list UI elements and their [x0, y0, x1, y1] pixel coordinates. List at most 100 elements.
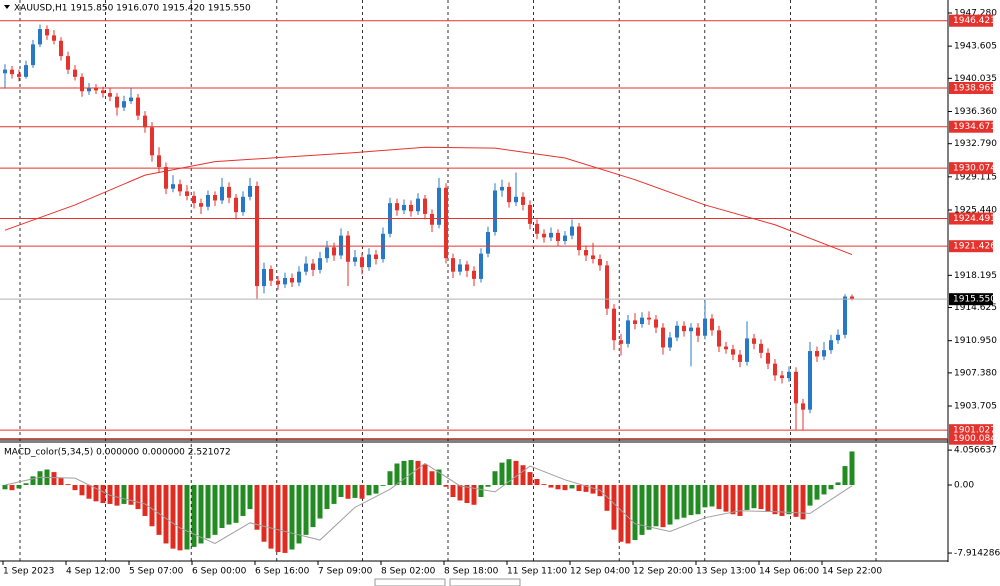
level-label: 1930.074 [953, 164, 996, 174]
candle-body [542, 233, 546, 238]
y-tick-label: 1918.195 [954, 271, 997, 281]
candle-body [724, 346, 728, 350]
candle-body [332, 247, 336, 256]
candle-body [710, 318, 714, 331]
level-label-box [949, 432, 993, 445]
tab[interactable] [374, 578, 446, 586]
candle-body [479, 253, 483, 279]
candle-body [752, 338, 756, 344]
candle-body [773, 363, 777, 376]
candle-body [822, 350, 826, 357]
macd-bar [527, 472, 533, 485]
candle-body [780, 375, 784, 379]
candle-body [521, 196, 525, 205]
x-tick-label: 12 Sep 20:00 [633, 567, 693, 577]
candle-body [661, 327, 665, 348]
tab[interactable] [449, 578, 521, 586]
candle-body [647, 317, 651, 320]
macd-bar [436, 469, 442, 485]
macd-bar [177, 484, 183, 551]
candle-body [598, 259, 602, 266]
macd-bar [296, 484, 302, 544]
candle-body [437, 187, 441, 225]
macd-bar [394, 463, 400, 485]
y-tick-label: 1936.360 [954, 107, 997, 117]
x-tick-label: 8 Sep 18:00 [444, 567, 499, 577]
macd-bar [471, 484, 477, 505]
x-tick-label: 6 Sep 00:00 [192, 567, 247, 577]
candle-body [24, 65, 28, 77]
macd-bar [191, 484, 197, 547]
x-tick-label: 8 Sep 02:00 [381, 567, 436, 577]
macd-bar [737, 484, 743, 516]
candle-body [129, 97, 133, 102]
y-tick-label: 1907.380 [954, 368, 997, 378]
macd-bar [352, 484, 358, 498]
x-tick-label: 11 Sep 11:00 [507, 567, 567, 577]
candle-body [444, 187, 448, 259]
level-label: 1934.671 [953, 122, 996, 132]
macd-bar [23, 483, 29, 485]
macd-bar [667, 484, 673, 525]
candle-body [717, 330, 721, 347]
candle-body [794, 371, 798, 404]
macd-bar [646, 484, 652, 530]
candle-body [430, 213, 434, 225]
macd-bar [65, 484, 71, 485]
candle-body [619, 340, 623, 344]
candle-body [689, 327, 693, 332]
macd-bar [520, 465, 526, 485]
macd-bar [16, 484, 22, 489]
macd-bar [401, 460, 407, 485]
y-tick-label: 1932.790 [954, 139, 997, 149]
x-tick-label: 5 Sep 07:00 [129, 567, 184, 577]
candle-body [640, 317, 644, 324]
macd-bar [604, 484, 610, 511]
candle-body [248, 185, 252, 197]
macd-bar [800, 484, 806, 520]
macd-bar [184, 484, 190, 550]
current-price-box [949, 293, 993, 306]
level-label: 1900.084 [953, 434, 996, 444]
candle-body [528, 204, 532, 224]
candle-body [626, 320, 630, 344]
macd-bar [114, 484, 120, 506]
macd-bar [681, 484, 687, 518]
candle-body [325, 247, 329, 259]
candle-body [493, 190, 497, 232]
candle-body [612, 308, 616, 341]
macd-bar [793, 484, 799, 517]
candle-body [66, 56, 70, 70]
macd-bar [345, 484, 351, 499]
y-tick-label: 1929.115 [954, 172, 997, 182]
macd-bar [821, 484, 827, 495]
macd-bar [786, 484, 792, 515]
x-tick-label: 6 Sep 16:00 [255, 567, 310, 577]
candle-body [787, 371, 791, 379]
candle-body [283, 277, 287, 285]
macd-bar [814, 484, 820, 500]
x-tick-label: 14 Sep 06:00 [759, 567, 819, 577]
macd-bar [275, 484, 281, 553]
macd-bar [135, 484, 141, 510]
macd-bar [779, 484, 785, 516]
x-tick-label: 4 Sep 12:00 [66, 567, 121, 577]
macd-bar [758, 484, 764, 510]
macd-bar [772, 484, 778, 515]
candle-body [402, 204, 406, 211]
candle-body [339, 235, 343, 256]
candle-body [395, 203, 399, 211]
macd-bar [548, 484, 554, 488]
macd-bar [485, 484, 491, 487]
candle-body [171, 184, 175, 189]
candle-body [206, 195, 210, 207]
candle-body [360, 257, 364, 268]
macd-bar [450, 484, 456, 498]
candle-body [703, 318, 707, 336]
macd-bar [254, 484, 260, 530]
candle-body [367, 254, 371, 268]
candle-body [136, 97, 140, 116]
macd-bar [590, 484, 596, 494]
macd-bar [128, 484, 134, 505]
